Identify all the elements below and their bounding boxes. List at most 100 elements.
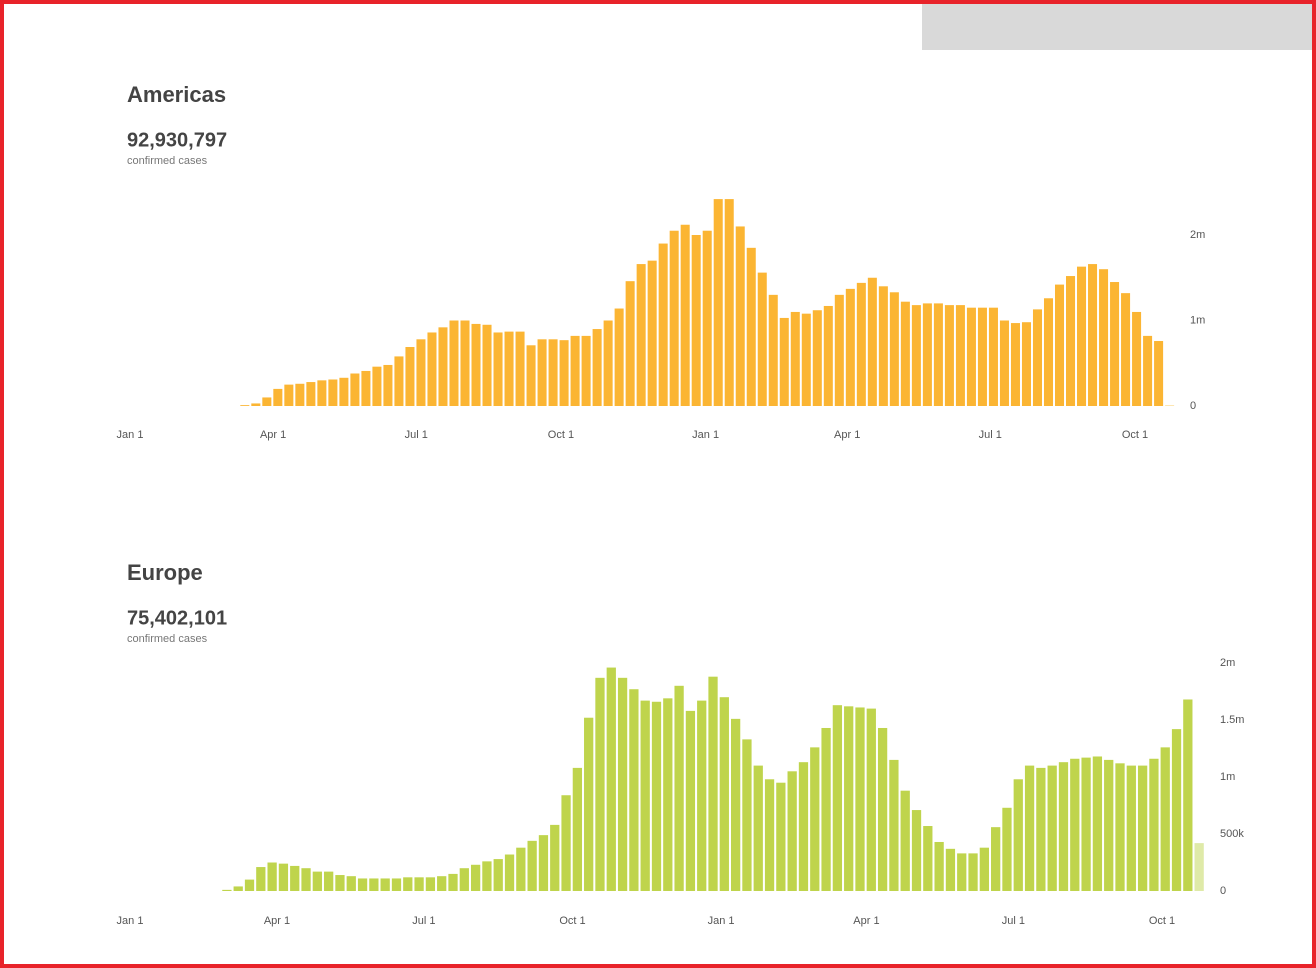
bar xyxy=(691,235,701,406)
bar xyxy=(900,790,910,891)
bar xyxy=(911,810,922,891)
bar xyxy=(757,272,767,406)
bar xyxy=(779,317,789,406)
bar xyxy=(1058,762,1069,891)
bar xyxy=(449,320,459,406)
bar xyxy=(966,307,976,406)
total-count: 75,402,101 xyxy=(127,607,227,629)
bar xyxy=(845,288,855,406)
bar xyxy=(383,364,393,406)
bar xyxy=(844,706,854,891)
bar xyxy=(1047,765,1057,891)
bar xyxy=(674,685,684,891)
bar xyxy=(1032,309,1043,406)
bar xyxy=(697,700,707,891)
bar xyxy=(527,840,537,891)
bar xyxy=(1099,269,1109,406)
bar xyxy=(900,301,910,406)
x-tick-label: Jul 1 xyxy=(405,429,428,441)
bar xyxy=(448,873,458,891)
bar xyxy=(923,826,933,891)
bar xyxy=(680,224,690,406)
x-tick-label: Jul 1 xyxy=(979,429,1002,441)
bar xyxy=(823,305,833,406)
bar xyxy=(391,878,402,891)
bar xyxy=(361,370,371,406)
bar xyxy=(855,707,865,891)
bar xyxy=(746,247,756,406)
bar xyxy=(414,877,424,891)
bar xyxy=(878,286,888,406)
chart-title: Americas xyxy=(127,82,226,107)
bar xyxy=(1115,763,1125,891)
bar xyxy=(471,323,481,406)
bar xyxy=(256,867,266,891)
x-tick-label: Apr 1 xyxy=(260,429,286,441)
bar xyxy=(832,705,843,891)
bar xyxy=(719,697,729,891)
x-tick-label: Jan 1 xyxy=(708,915,735,927)
total-count: 92,930,797 xyxy=(127,129,227,151)
bar xyxy=(1092,756,1103,891)
bar xyxy=(1194,843,1204,891)
y-tick-label: 0 xyxy=(1220,885,1226,897)
bar xyxy=(290,865,300,891)
bar xyxy=(944,305,954,406)
bar xyxy=(991,827,1001,891)
bar xyxy=(911,305,921,406)
bar xyxy=(438,327,448,406)
bar xyxy=(1110,282,1120,406)
x-tick-label: Oct 1 xyxy=(559,915,585,927)
bar xyxy=(977,307,987,406)
bar xyxy=(834,294,844,406)
bar xyxy=(934,841,944,891)
bar xyxy=(1013,779,1023,891)
bar xyxy=(372,366,382,406)
bar xyxy=(1043,298,1054,406)
bar xyxy=(504,331,514,406)
bar xyxy=(339,377,349,406)
bar xyxy=(222,889,232,891)
bar xyxy=(603,320,613,406)
bar xyxy=(742,739,752,891)
y-tick-label: 1m xyxy=(1190,314,1205,326)
bar xyxy=(350,373,360,406)
bar xyxy=(405,347,415,406)
y-tick-label: 0 xyxy=(1190,400,1196,412)
bar xyxy=(1088,264,1098,406)
bar xyxy=(1183,699,1193,891)
bar xyxy=(317,380,327,406)
x-tick-label: Apr 1 xyxy=(834,429,860,441)
bar xyxy=(889,292,899,406)
bar xyxy=(753,765,763,891)
bar xyxy=(526,345,536,406)
bar xyxy=(669,230,679,406)
bar xyxy=(1143,335,1153,406)
bar xyxy=(1054,284,1065,406)
bar xyxy=(548,339,558,406)
bar xyxy=(233,886,243,891)
bar xyxy=(945,848,956,891)
bar xyxy=(570,335,580,406)
bar xyxy=(460,320,470,406)
bar xyxy=(437,876,447,891)
bar xyxy=(988,307,998,406)
bar xyxy=(416,339,426,406)
bar xyxy=(1104,759,1114,891)
bar xyxy=(380,878,390,891)
bar xyxy=(328,379,338,406)
bar xyxy=(470,864,481,891)
bar xyxy=(768,294,778,406)
bar xyxy=(425,877,436,891)
x-tick-label: Jul 1 xyxy=(412,915,435,927)
bar xyxy=(251,403,261,406)
bar xyxy=(812,310,822,406)
bar xyxy=(640,700,650,891)
bar xyxy=(394,356,404,406)
bar xyxy=(889,759,899,891)
bar xyxy=(856,282,866,406)
bar xyxy=(730,718,741,891)
bar xyxy=(776,782,786,891)
bar xyxy=(968,853,978,891)
x-tick-label: Oct 1 xyxy=(1122,429,1148,441)
